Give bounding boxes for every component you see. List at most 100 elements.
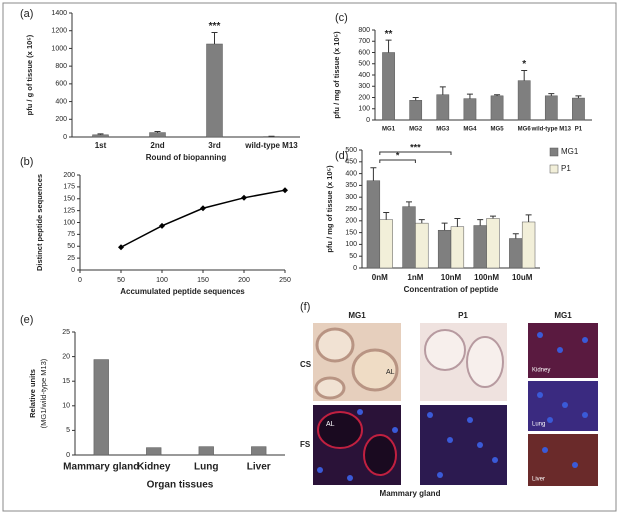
bar — [491, 96, 503, 120]
x-tick-label: P1 — [575, 127, 583, 133]
x-tick-label: 10nM — [441, 273, 462, 282]
y-tick-label: 500 — [345, 147, 357, 154]
y-tick-label: 450 — [345, 159, 357, 166]
column-label: MG1 — [348, 311, 366, 320]
bar — [403, 207, 416, 268]
x-axis-label: Accumulated peptide sequences — [120, 287, 245, 296]
panel-label: (a) — [20, 8, 33, 20]
x-tick-label: 0nM — [372, 273, 388, 282]
image-p1-fs — [420, 405, 507, 485]
x-tick-label: MG1 — [382, 127, 396, 133]
bar — [572, 98, 584, 120]
column-label: P1 — [458, 311, 468, 320]
legend-label: P1 — [561, 164, 571, 173]
y-tick-label: 175 — [63, 184, 75, 191]
y-tick-label: 25 — [67, 255, 75, 262]
alveolus — [364, 435, 396, 475]
x-tick-label: MG5 — [491, 127, 505, 133]
image-annotation: AL — [386, 369, 395, 376]
y-tick-label: 15 — [62, 378, 70, 385]
bar — [410, 100, 422, 120]
organ-label: Liver — [532, 477, 545, 483]
y-tick-label: 75 — [67, 231, 75, 238]
bar — [451, 227, 464, 268]
image-annotation: AL — [326, 421, 335, 428]
bar — [545, 96, 557, 120]
x-tick-label: Liver — [247, 462, 271, 473]
bar — [415, 223, 428, 268]
bar — [93, 135, 109, 137]
x-tick-label: MG2 — [409, 127, 423, 133]
x-tick-label: wild-type M13 — [244, 141, 298, 150]
bar — [367, 181, 380, 268]
y-tick-label: 0 — [71, 267, 75, 274]
y-tick-label: 50 — [349, 253, 357, 260]
organ-label: Lung — [532, 422, 545, 428]
alveolus — [425, 330, 465, 370]
bar — [464, 99, 476, 120]
y-tick-label: 700 — [358, 38, 370, 45]
x-tick-label: 0 — [78, 277, 82, 284]
alveolus — [318, 412, 362, 448]
alveolus — [317, 329, 353, 361]
row-label: FS — [300, 440, 311, 449]
significance: ** — [385, 29, 393, 40]
legend-swatch — [550, 148, 558, 156]
significance: *** — [209, 21, 221, 32]
x-tick-label: 150 — [197, 277, 209, 284]
panel-label: (c) — [335, 12, 348, 24]
bar — [251, 447, 266, 455]
y-tick-label: 100 — [63, 219, 75, 226]
y-tick-label: 300 — [345, 194, 357, 201]
y-tick-label: 200 — [63, 172, 75, 179]
y-tick-label: 800 — [358, 27, 370, 34]
y-tick-label: 200 — [358, 94, 370, 101]
x-tick-label: 200 — [238, 277, 250, 284]
bar — [438, 230, 451, 268]
alveolus — [316, 378, 344, 398]
y-tick-label: 400 — [55, 98, 67, 105]
bar — [437, 95, 449, 120]
x-tick-label: MG4 — [463, 127, 477, 133]
x-tick-label: 250 — [279, 277, 291, 284]
bar — [509, 239, 522, 269]
bar — [380, 220, 393, 268]
bar — [474, 226, 487, 268]
y-tick-label: 0 — [366, 117, 370, 124]
y-tick-label: 250 — [345, 206, 357, 213]
bar — [150, 133, 166, 137]
y-tick-label: 1000 — [51, 45, 67, 52]
bar — [518, 81, 530, 120]
caption: Mammary gland — [380, 489, 441, 498]
y-axis-sublabel: (MG1/wild-type M13) — [39, 358, 48, 428]
y-tick-label: 100 — [358, 106, 370, 113]
y-tick-label: 600 — [55, 81, 67, 88]
x-tick-label: MG6 — [518, 127, 532, 133]
x-tick-label: Lung — [194, 462, 218, 473]
y-tick-label: 150 — [345, 229, 357, 236]
y-tick-label: 100 — [345, 241, 357, 248]
significance: *** — [410, 142, 421, 152]
x-tick-label: 100 — [156, 277, 168, 284]
y-axis-label: Distinct peptide sequences — [35, 174, 44, 271]
bar — [199, 447, 214, 455]
y-axis-label: pfu / mg of tissue (x 10⁵) — [332, 31, 341, 119]
x-tick-label: 3rd — [208, 141, 221, 150]
y-tick-label: 350 — [345, 182, 357, 189]
y-tick-label: 400 — [345, 170, 357, 177]
y-tick-label: 150 — [63, 196, 75, 203]
y-tick-label: 20 — [62, 353, 70, 360]
x-tick-label: wild-type M13 — [531, 127, 572, 133]
x-axis-label: Organ tissues — [147, 480, 214, 491]
row-label: CS — [300, 360, 312, 369]
x-tick-label: Mammary gland — [63, 462, 139, 473]
bar — [207, 44, 223, 137]
x-axis-label: Round of biopanning — [146, 153, 227, 162]
x-tick-label: Kidney — [137, 462, 171, 473]
y-tick-label: 1400 — [51, 10, 67, 17]
y-tick-label: 600 — [358, 49, 370, 56]
y-tick-label: 1200 — [51, 28, 67, 35]
legend-label: MG1 — [561, 147, 579, 156]
alveolus — [467, 337, 503, 387]
y-tick-label: 0 — [63, 134, 67, 141]
